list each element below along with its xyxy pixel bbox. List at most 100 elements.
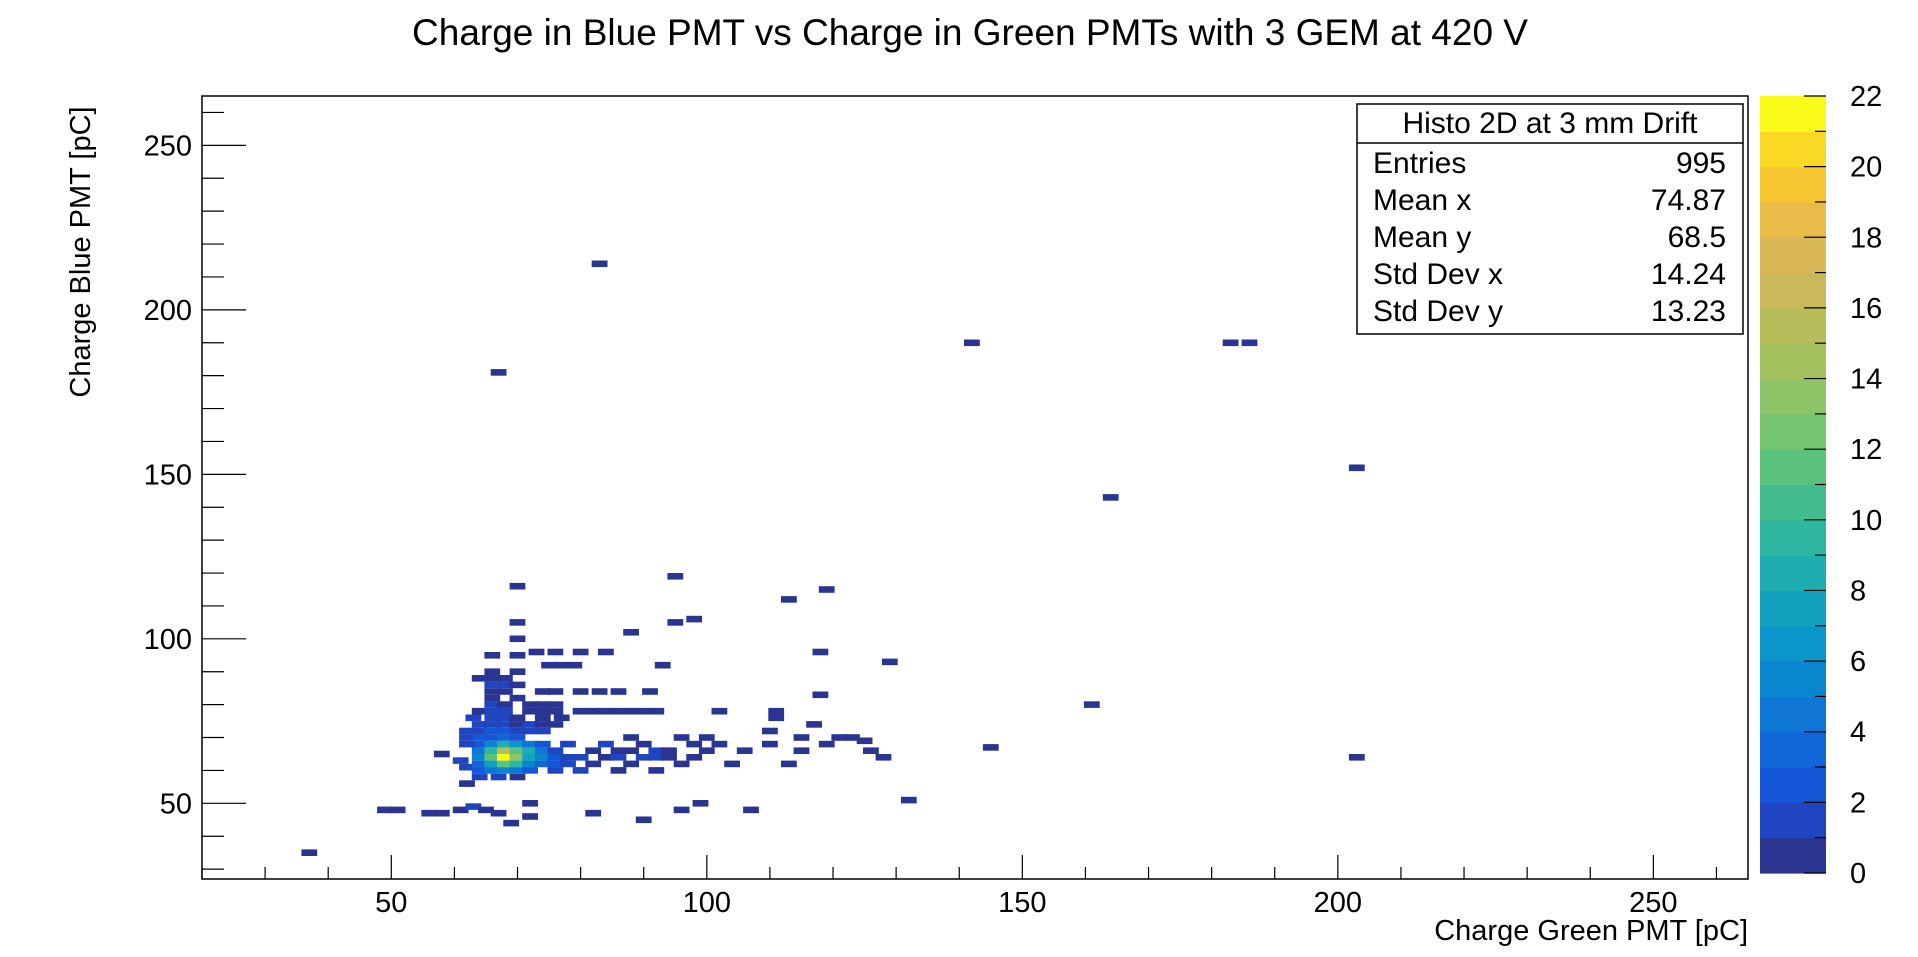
color-scale-label-4: 8 [1850, 575, 1866, 607]
heatmap-bin-32 [484, 754, 501, 761]
heatmap-bin-113 [534, 688, 551, 695]
x-tick-label-1: 100 [683, 887, 731, 919]
x-axis-label: Charge Green PMT [pC] [1434, 915, 1748, 947]
heatmap-bin-132 [484, 652, 501, 659]
heatmap-bin-84 [547, 721, 564, 728]
heatmap-bin-12 [585, 809, 602, 817]
heatmap-bin-98 [585, 707, 602, 715]
heatmap-bin-163 [673, 760, 690, 768]
color-scale-swatch-10 [1760, 484, 1826, 521]
heatmap-bin-190 [1348, 754, 1365, 761]
heatmap-bin-29 [471, 740, 488, 748]
heatmap-bin-96 [547, 707, 564, 715]
heatmap-bin-66 [484, 727, 501, 735]
heatmap-bin-154 [623, 747, 639, 754]
chart-title: Charge in Blue PMT vs Charge in Green PM… [412, 12, 1528, 53]
heatmap-bin-14 [673, 806, 690, 814]
heatmap-bin-13 [635, 816, 652, 824]
color-scale-label-0: 0 [1850, 858, 1866, 890]
heatmap-bin-182 [818, 740, 835, 748]
color-scale-swatch-5 [1760, 661, 1826, 698]
heatmap-bin-62 [459, 734, 475, 741]
heatmap-bins [301, 260, 1365, 856]
heatmap-bin-157 [635, 740, 652, 748]
heatmap-bin-33 [484, 747, 501, 754]
heatmap-bin-155 [623, 760, 639, 768]
stats-value-0: 995 [1676, 147, 1726, 180]
heatmap-bin-20 [490, 773, 507, 781]
heatmap-bin-186 [863, 747, 879, 754]
stats-label-1: Mean x [1373, 184, 1471, 217]
color-scale-label-8: 16 [1850, 293, 1882, 325]
heatmap-bin-15 [692, 800, 709, 807]
heatmap-bin-171 [724, 760, 740, 768]
heatmap-bin-127 [541, 661, 557, 669]
heatmap-bin-142 [667, 619, 684, 626]
color-scale-swatch-18 [1760, 201, 1826, 238]
heatmap-bin-178 [793, 734, 810, 741]
heatmap-bin-86 [484, 714, 501, 722]
heatmap-bin-153 [623, 734, 639, 741]
heatmap-bin-54 [534, 754, 551, 761]
color-scale-swatch-2 [1760, 767, 1826, 803]
color-scale-swatch-12 [1760, 413, 1826, 450]
heatmap-bin-53 [534, 760, 551, 768]
heatmap-bin-97 [572, 707, 589, 715]
heatmap-bin-36 [497, 767, 513, 774]
heatmap-bin-83 [534, 721, 551, 728]
heatmap-bin-82 [522, 721, 538, 728]
heatmap-bin-144 [781, 596, 797, 603]
color-scale-swatch-7 [1760, 590, 1826, 627]
heatmap-bin-27 [471, 754, 488, 761]
heatmap-bin-58 [547, 760, 564, 768]
heatmap-bin-147 [667, 573, 684, 580]
heatmap-bin-150 [610, 754, 627, 761]
heatmap-bin-172 [736, 747, 753, 754]
heatmap-bin-117 [610, 688, 627, 695]
heatmap-bin-176 [768, 707, 785, 715]
heatmap-bin-101 [623, 707, 639, 715]
color-scale-swatch-6 [1760, 625, 1826, 662]
stats-box-title: Histo 2D at 3 mm Drift [1402, 107, 1698, 140]
heatmap-bin-146 [818, 586, 835, 593]
heatmap-bin-88 [509, 714, 526, 722]
heatmap-bin-131 [881, 658, 898, 666]
heatmap-bin-94 [522, 707, 538, 715]
heatmap-bin-116 [591, 688, 608, 695]
heatmap-bin-164 [673, 734, 690, 741]
heatmap-bin-5 [452, 806, 469, 814]
color-scale-swatch-14 [1760, 343, 1826, 380]
x-tick-label-0: 50 [375, 887, 407, 919]
stats-label-0: Entries [1373, 147, 1466, 180]
heatmap-bin-87 [497, 714, 513, 722]
heatmap-bin-166 [686, 740, 703, 748]
heatmap-bin-95 [534, 707, 551, 715]
color-scale-swatch-21 [1760, 96, 1826, 132]
color-scale-label-9: 18 [1850, 222, 1882, 254]
heatmap-bin-184 [844, 734, 860, 741]
heatmap-bin-61 [459, 740, 475, 748]
color-scale-swatch-0 [1760, 837, 1826, 874]
heatmap-bin-45 [509, 747, 526, 754]
heatmap-bin-174 [762, 727, 778, 735]
heatmap-bin-17 [900, 796, 917, 804]
heatmap-bin-141 [509, 619, 526, 626]
heatmap-bin-148 [598, 740, 614, 748]
heatmap-bin-92 [484, 707, 501, 715]
heatmap-bin-140 [623, 629, 639, 636]
stats-label-4: Std Dev y [1373, 295, 1503, 328]
heatmap-bin-152 [610, 767, 627, 774]
heatmap-bin-16 [743, 806, 759, 814]
color-scale-label-10: 20 [1850, 152, 1882, 184]
color-scale-label-2: 4 [1850, 717, 1866, 749]
heatmap-bin-69 [522, 727, 538, 735]
color-scale-swatch-3 [1760, 731, 1826, 768]
heatmap-bin-76 [585, 760, 602, 768]
heatmap-bin-74 [572, 767, 589, 774]
heatmap-bin-40 [497, 740, 513, 748]
heatmap-bin-24 [459, 763, 475, 771]
heatmap-bin-3 [421, 809, 438, 817]
heatmap-bin-191 [1102, 494, 1119, 501]
stats-value-1: 74.87 [1651, 184, 1726, 217]
heatmap-bin-125 [484, 668, 501, 675]
